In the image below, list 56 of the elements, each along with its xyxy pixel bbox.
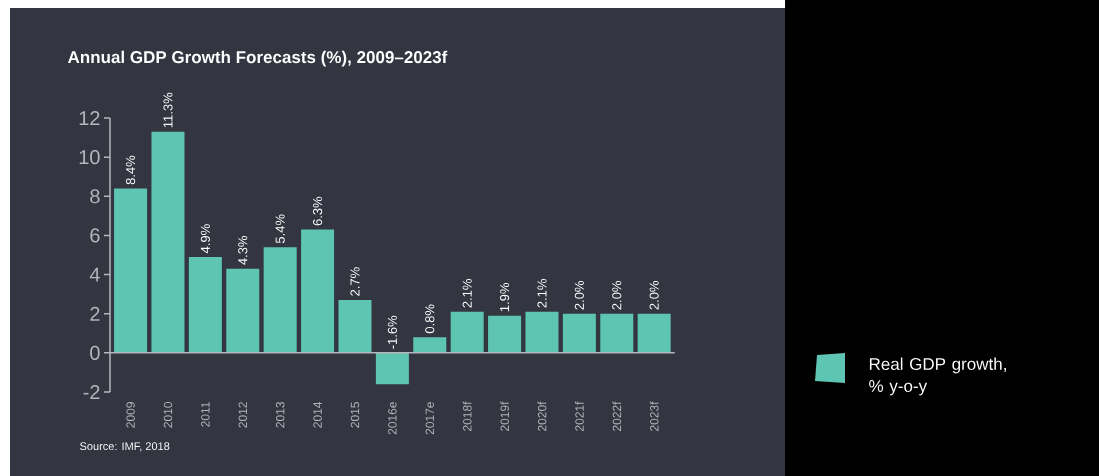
data-label: 6.3% (312, 196, 323, 226)
y-tick-label: 8 (90, 189, 100, 204)
x-tick-label: 2022f (612, 401, 622, 431)
x-tick-label: 2016e (388, 402, 397, 435)
bar (151, 131, 185, 353)
bar (188, 256, 222, 353)
y-tick-label: 6 (90, 228, 100, 243)
data-label: 5.4% (275, 214, 285, 244)
bar (413, 337, 447, 353)
bar (525, 311, 559, 353)
x-tick-label: 2021f (574, 401, 584, 431)
legend-label: Real GDP growth, % y-o-y (869, 357, 1006, 396)
data-label: -1.6% (387, 315, 397, 349)
y-tick-label: 2 (90, 306, 100, 321)
bar (263, 247, 297, 353)
x-tick-label: 2012 (238, 402, 248, 428)
x-tick-label: 2020f (537, 401, 547, 431)
data-label: 2.1% (537, 279, 547, 308)
y-tick-label: 12 (79, 111, 100, 125)
y-tick-label: 10 (79, 150, 100, 165)
data-label: 11.3% (163, 92, 173, 128)
source-note: Source: IMF, 2018 (80, 442, 170, 452)
data-label: 4.3% (238, 236, 248, 265)
bar (226, 268, 260, 353)
y-tick-label: 0 (90, 345, 100, 360)
bar (562, 313, 596, 353)
x-tick-label: 2013 (275, 402, 285, 428)
bar (450, 311, 484, 353)
chart-title: Annual GDP Growth Forecasts (%), 2009–2023f (67, 50, 448, 67)
x-tick-label: 2010 (163, 402, 173, 428)
x-tick-label: 2009 (126, 402, 135, 428)
bar (637, 313, 671, 353)
x-tick-label: 2015 (350, 402, 360, 428)
y-tick-label: 4 (89, 267, 100, 282)
data-label: 1.9% (499, 282, 510, 312)
data-label: 8.4% (125, 155, 136, 185)
x-tick-label: 2014 (313, 401, 322, 428)
x-tick-label: 2023f (649, 401, 659, 431)
bar (600, 313, 634, 353)
bar (488, 315, 522, 353)
bar (338, 300, 372, 353)
data-label: 2.7% (350, 267, 360, 296)
x-tick-label: 2018f (462, 401, 472, 431)
x-tick-label: 2019f (500, 401, 509, 431)
data-label: 2.0% (649, 281, 659, 310)
data-label: 2.1% (462, 279, 472, 308)
bar (114, 188, 148, 353)
data-label: 2.0% (612, 281, 622, 310)
data-label: 2.0% (574, 281, 584, 310)
y-tick-label: -2 (83, 385, 100, 399)
bar (301, 229, 335, 353)
data-label: 4.9% (200, 224, 210, 254)
x-tick-label: 2011 (201, 402, 210, 427)
data-label: 0.8% (425, 304, 435, 334)
x-tick-label: 2017e (425, 402, 435, 435)
bar (375, 352, 409, 385)
